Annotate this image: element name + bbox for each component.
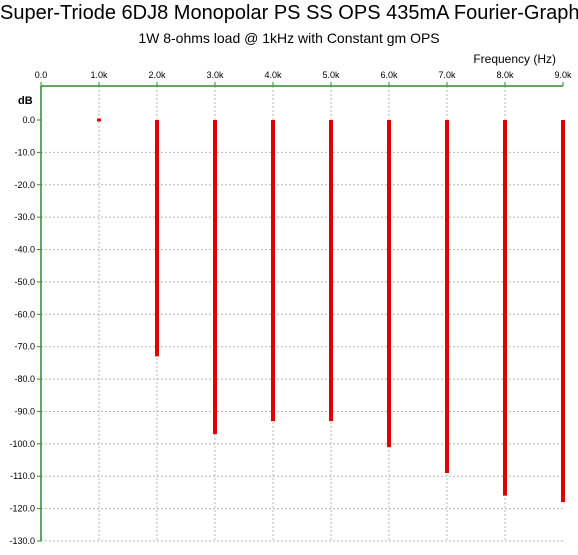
y-tick-label: -20.0 <box>14 180 35 190</box>
x-tick-label: 3.0k <box>206 70 224 80</box>
x-tick-label: 9.0k <box>554 70 572 80</box>
grid <box>41 86 563 542</box>
y-tick-label: -70.0 <box>14 342 35 352</box>
y-tick-label: -90.0 <box>14 406 35 416</box>
x-tick-label: 2.0k <box>148 70 166 80</box>
y-axis-label: dB <box>18 95 33 107</box>
x-tick-label: 0.0 <box>35 70 48 80</box>
x-tick-label: 5.0k <box>322 70 340 80</box>
y-tick-label: -60.0 <box>14 309 35 319</box>
chart-title: Super-Triode 6DJ8 Monopolar PS SS OPS 43… <box>0 2 578 24</box>
y-tick-label: -30.0 <box>14 212 35 222</box>
x-tick-label: 4.0k <box>264 70 282 80</box>
y-tick-label: -100.0 <box>9 439 35 449</box>
y-tick-labels: 0.0 -10.0 -20.0 -30.0 -40.0 -50.0 -60.0 -70.0 -8… <box>9 115 35 546</box>
chart-subtitle: 1W 8-ohms load @ 1kHz with Constant gm O… <box>138 30 440 46</box>
x-tick-labels: 0.0 1.0k 2.0k 3.0k 4.0k 5.0k 6.0k 7.0k 8.0k 9.0k <box>35 70 572 80</box>
y-tick-label: -110.0 <box>10 471 35 481</box>
y-tick-label: -80.0 <box>14 374 35 384</box>
axes <box>37 82 564 542</box>
y-tick-label: -120.0 <box>9 504 35 514</box>
y-tick-label: -130.0 <box>9 536 35 546</box>
x-tick-label: 7.0k <box>438 70 456 80</box>
y-tick-label: -50.0 <box>14 277 35 287</box>
x-tick-label: 8.0k <box>496 70 514 80</box>
x-tick-label: 1.0k <box>90 70 108 80</box>
y-tick-label: -10.0 <box>14 147 35 157</box>
x-axis-label: Frequency (Hz) <box>473 52 556 66</box>
bars <box>97 118 565 503</box>
y-tick-label: -40.0 <box>14 245 35 255</box>
x-tick-label: 6.0k <box>380 70 398 80</box>
y-tick-label: 0.0 <box>22 115 35 125</box>
